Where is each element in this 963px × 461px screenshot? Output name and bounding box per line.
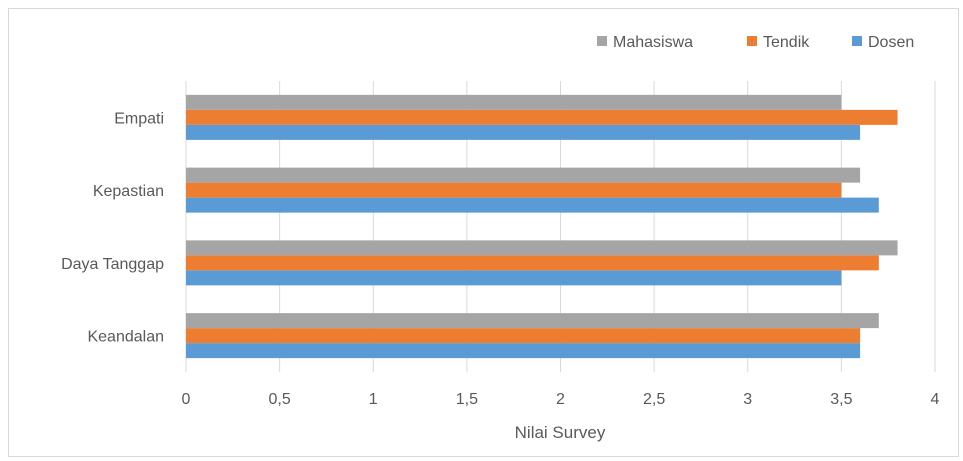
- category-label: Keandalan: [87, 329, 164, 346]
- bar-dosen-keandalan: [186, 343, 861, 359]
- x-tick-label: 2,5: [643, 391, 665, 408]
- category-label: Empati: [114, 110, 164, 127]
- x-tick-label: 0: [182, 391, 191, 408]
- legend-swatch: [597, 36, 607, 46]
- bar-mahasiswa-daya-tanggap: [186, 240, 898, 256]
- legend-swatch: [747, 36, 757, 46]
- legend-label: Tendik: [763, 34, 810, 51]
- x-tick-label: 1,5: [456, 391, 478, 408]
- bar-mahasiswa-empati: [186, 94, 842, 110]
- bar-mahasiswa-kepastian: [186, 167, 861, 183]
- legend-item-tendik: Tendik: [747, 34, 810, 51]
- x-tick-label: 3: [743, 391, 752, 408]
- bar-dosen-daya-tanggap: [186, 270, 842, 286]
- bars: [186, 94, 898, 359]
- x-tick-label: 0,5: [269, 391, 291, 408]
- bar-tendik-empati: [186, 109, 898, 125]
- bar-tendik-daya-tanggap: [186, 255, 879, 271]
- x-tick-labels: 0 0,5 1 1,5 2 2,5 3 3,5 4: [182, 391, 940, 408]
- category-labels: Keandalan Daya Tanggap Kepastian Empati: [61, 110, 164, 345]
- bar-tendik-keandalan: [186, 328, 861, 344]
- legend: Mahasiswa Tendik Dosen: [597, 34, 914, 51]
- category-label: Kepastian: [93, 183, 164, 200]
- bar-dosen-empati: [186, 124, 861, 140]
- x-tick-label: 3,5: [830, 391, 852, 408]
- category-label: Daya Tanggap: [61, 256, 164, 273]
- bar-dosen-kepastian: [186, 197, 879, 213]
- x-tick-label: 4: [931, 391, 940, 408]
- bar-mahasiswa-keandalan: [186, 313, 879, 329]
- chart-frame: [8, 8, 959, 457]
- legend-label: Dosen: [868, 34, 914, 51]
- x-tick-label: 1: [369, 391, 378, 408]
- legend-item-dosen: Dosen: [852, 34, 914, 51]
- legend-label: Mahasiswa: [613, 34, 693, 51]
- x-tick-label: 2: [556, 391, 565, 408]
- legend-swatch: [852, 36, 862, 46]
- bar-tendik-kepastian: [186, 182, 842, 198]
- legend-item-mahasiswa: Mahasiswa: [597, 34, 693, 51]
- x-axis-title: Nilai Survey: [515, 423, 606, 442]
